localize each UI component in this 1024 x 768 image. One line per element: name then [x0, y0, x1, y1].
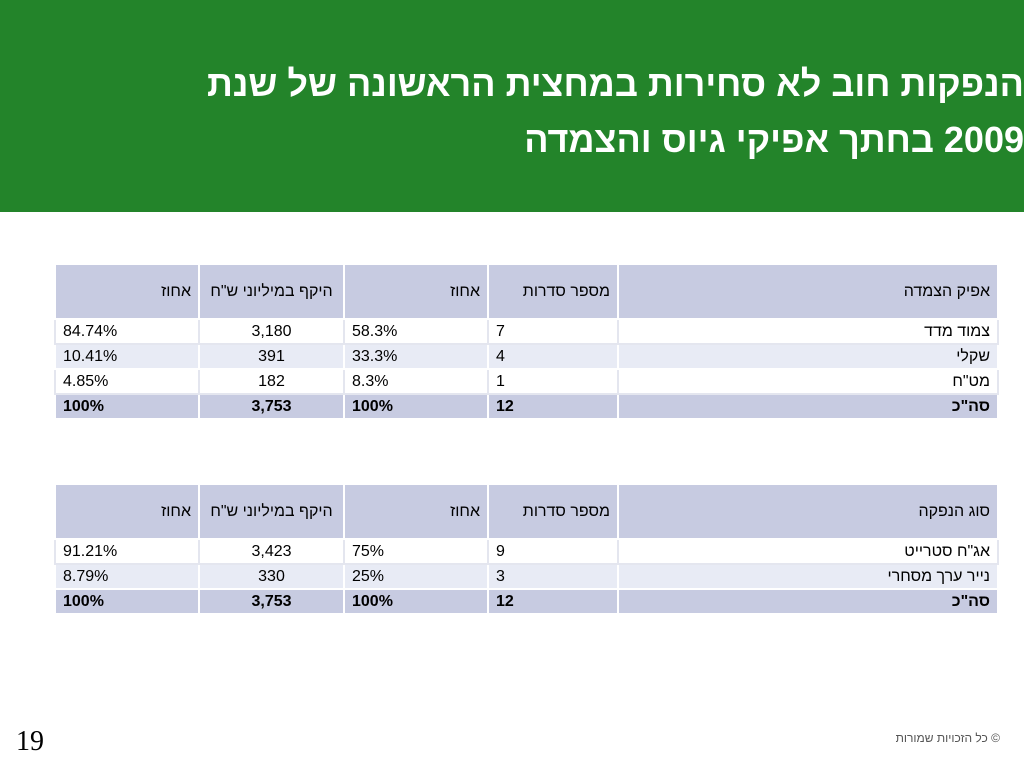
- volume-cell: 391: [198, 343, 345, 370]
- row-label: אג"ח סטרייט: [617, 538, 999, 565]
- table-total-row: סה"כ 12 100% 3,753 100%: [54, 393, 999, 420]
- total-volume-percent: 100%: [54, 393, 200, 420]
- column-header-series-count: מספר סדרות: [487, 263, 619, 320]
- table-header-row: אפיק הצמדה מספר סדרות אחוז היקף במיליוני…: [54, 263, 999, 320]
- slide-title-line-1: הנפקות חוב לא סחירות במחצית הראשונה של ש…: [207, 63, 1024, 104]
- series-percent-cell: 75%: [343, 538, 489, 565]
- column-header-percent-volume: אחוז: [54, 483, 200, 540]
- copyright-notice: © כל הזכויות שמורות: [895, 731, 1000, 745]
- series-count-cell: 1: [487, 368, 619, 395]
- table-row: אג"ח סטרייט 9 75% 3,423 91.21%: [54, 538, 999, 565]
- volume-cell: 3,423: [198, 538, 345, 565]
- column-header-series-count: מספר סדרות: [487, 483, 619, 540]
- page-number: 19: [16, 726, 44, 757]
- table-row: מט"ח 1 8.3% 182 4.85%: [54, 368, 999, 395]
- total-series-percent: 100%: [343, 588, 489, 615]
- series-count-cell: 9: [487, 538, 619, 565]
- row-label: נייר ערך מסחרי: [617, 563, 999, 590]
- column-header-percent-volume: אחוז: [54, 263, 200, 320]
- series-percent-cell: 8.3%: [343, 368, 489, 395]
- column-header-percent-series: אחוז: [343, 483, 489, 540]
- total-volume: 3,753: [198, 393, 345, 420]
- table-row: שקלי 4 33.3% 391 10.41%: [54, 343, 999, 370]
- volume-cell: 330: [198, 563, 345, 590]
- volume-percent-cell: 84.74%: [54, 318, 200, 345]
- total-label: סה"כ: [617, 588, 999, 615]
- volume-percent-cell: 10.41%: [54, 343, 200, 370]
- volume-percent-cell: 4.85%: [54, 368, 200, 395]
- series-percent-cell: 25%: [343, 563, 489, 590]
- total-volume-percent: 100%: [54, 588, 200, 615]
- table-total-row: סה"כ 12 100% 3,753 100%: [54, 588, 999, 615]
- table-row: נייר ערך מסחרי 3 25% 330 8.79%: [54, 563, 999, 590]
- slide-title-line-2: 2009 בחתך אפיקי גיוס והצמדה: [524, 119, 1024, 160]
- column-header-volume: היקף במיליוני ש"ח: [198, 263, 345, 320]
- series-count-cell: 7: [487, 318, 619, 345]
- column-header-percent-series: אחוז: [343, 263, 489, 320]
- issuance-type-table: סוג הנפקה מספר סדרות אחוז היקף במיליוני …: [54, 483, 999, 615]
- table-row: צמוד מדד 7 58.3% 3,180 84.74%: [54, 318, 999, 345]
- title-banner: הנפקות חוב לא סחירות במחצית הראשונה של ש…: [0, 0, 1024, 212]
- volume-cell: 182: [198, 368, 345, 395]
- column-header-issuance-type: סוג הנפקה: [617, 483, 999, 540]
- row-label: שקלי: [617, 343, 999, 370]
- total-series-count: 12: [487, 588, 619, 615]
- volume-percent-cell: 8.79%: [54, 563, 200, 590]
- slide-title: הנפקות חוב לא סחירות במחצית הראשונה של ש…: [24, 56, 1024, 168]
- total-series-count: 12: [487, 393, 619, 420]
- total-volume: 3,753: [198, 588, 345, 615]
- row-label: מט"ח: [617, 368, 999, 395]
- series-percent-cell: 33.3%: [343, 343, 489, 370]
- volume-percent-cell: 91.21%: [54, 538, 200, 565]
- series-percent-cell: 58.3%: [343, 318, 489, 345]
- linkage-channel-table: אפיק הצמדה מספר סדרות אחוז היקף במיליוני…: [54, 263, 999, 420]
- series-count-cell: 3: [487, 563, 619, 590]
- column-header-volume: היקף במיליוני ש"ח: [198, 483, 345, 540]
- volume-cell: 3,180: [198, 318, 345, 345]
- total-label: סה"כ: [617, 393, 999, 420]
- column-header-linkage-channel: אפיק הצמדה: [617, 263, 999, 320]
- series-count-cell: 4: [487, 343, 619, 370]
- total-series-percent: 100%: [343, 393, 489, 420]
- row-label: צמוד מדד: [617, 318, 999, 345]
- table-header-row: סוג הנפקה מספר סדרות אחוז היקף במיליוני …: [54, 483, 999, 540]
